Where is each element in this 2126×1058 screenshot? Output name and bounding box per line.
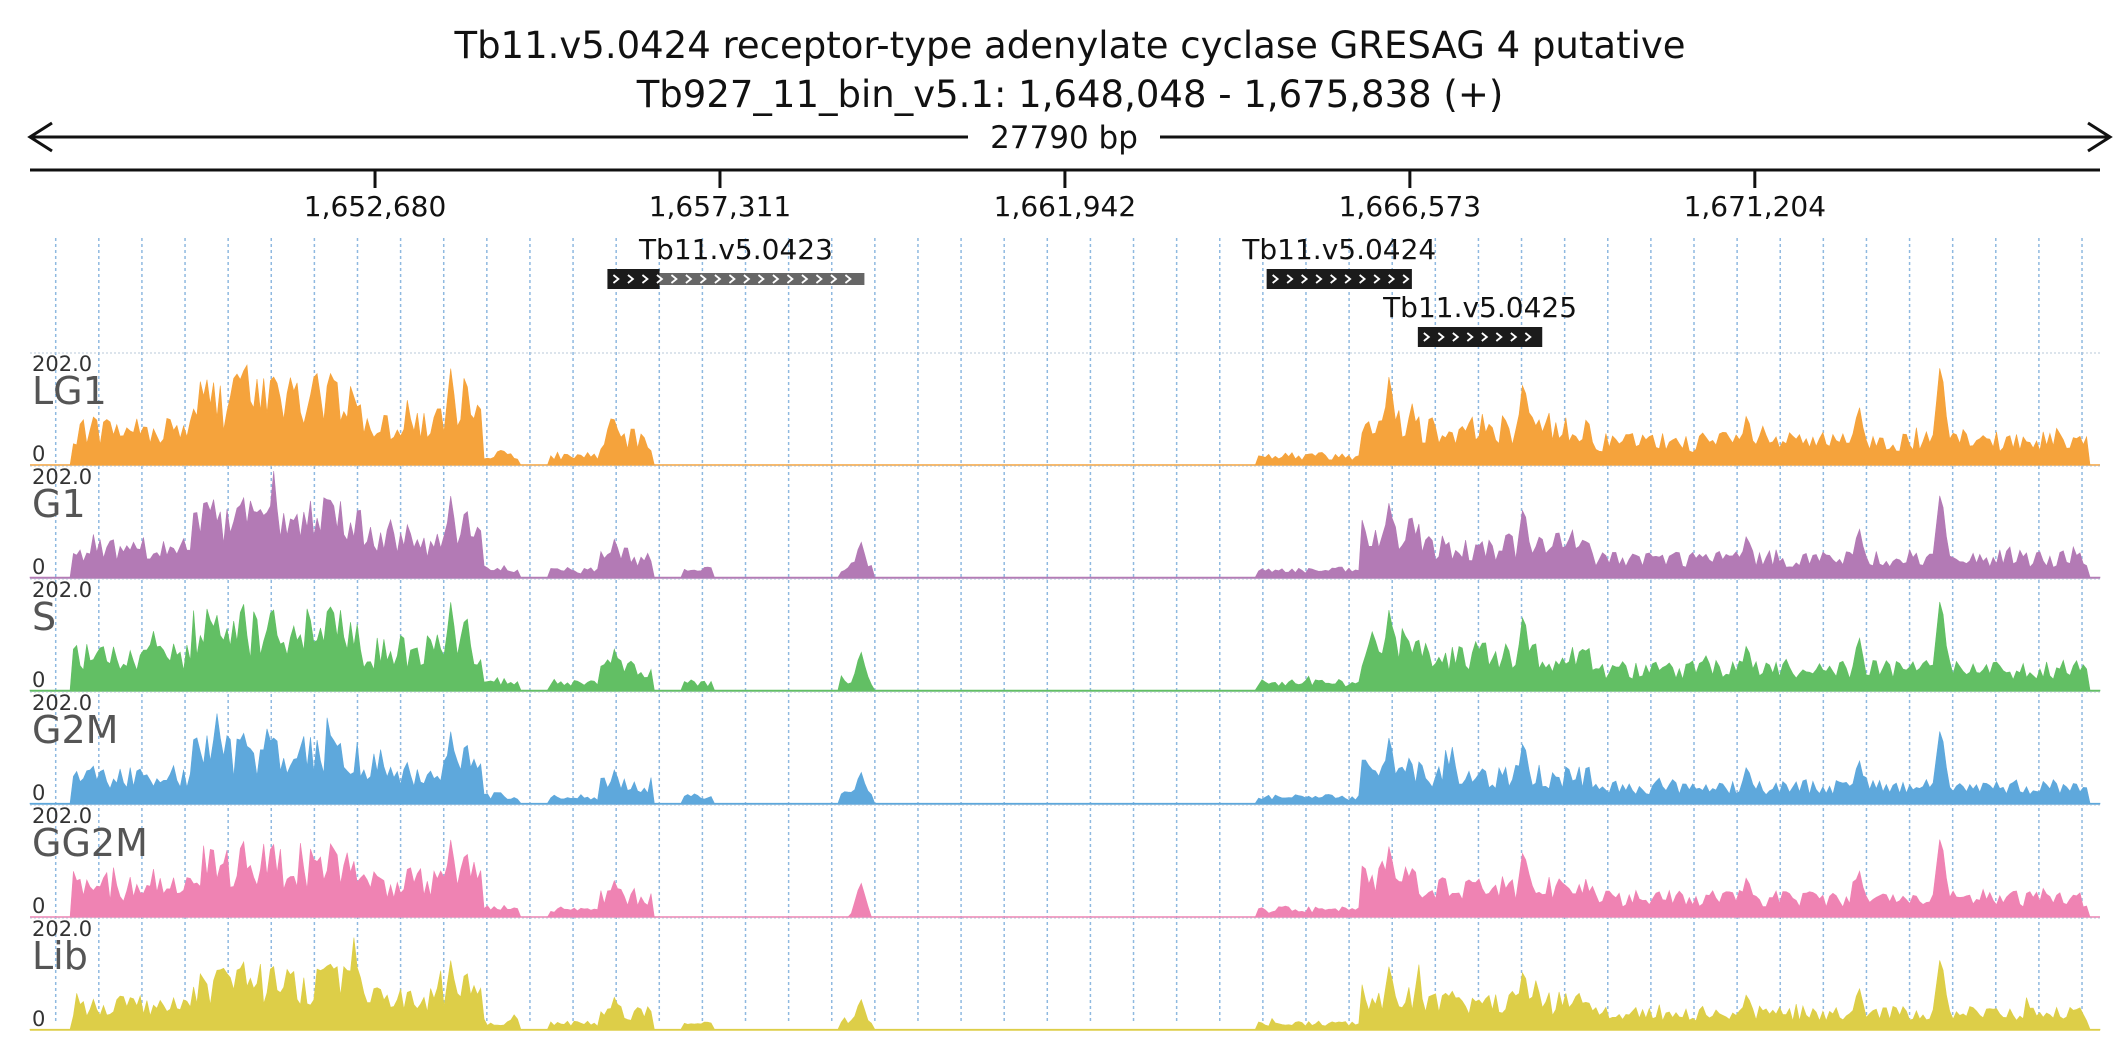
strand-arrow-icon: [1510, 332, 1518, 342]
track-name: G1: [32, 482, 86, 526]
gene-feature[interactable]: Tb11.v5.0425: [1382, 291, 1577, 347]
track-max-label: 202.0: [32, 691, 92, 715]
strand-arrow-icon: [612, 274, 620, 284]
coverage-tracks: LG1202.00G1202.00S202.00G2M202.00GG2M202…: [29, 352, 2101, 1031]
coverage-area: [29, 937, 2101, 1031]
span-indicator: 27790 bp: [27, 120, 2113, 156]
track-max-label: 202.0: [32, 804, 92, 828]
track-min-label: 0: [32, 781, 45, 805]
axis-tick-label: 1,671,204: [1684, 190, 1827, 223]
strand-arrow-icon: [1466, 332, 1474, 342]
strand-arrow-icon: [1495, 332, 1503, 342]
track-min-label: 0: [32, 442, 45, 466]
strand-arrow-icon: [844, 274, 852, 284]
strand-arrow-icon: [1330, 274, 1338, 284]
track-min-label: 0: [32, 894, 45, 918]
strand-arrow-icon: [714, 274, 722, 284]
axis-tick-label: 1,666,573: [1339, 190, 1482, 223]
track-name: LG1: [32, 369, 107, 413]
gene-cds: [1266, 269, 1412, 289]
gene-label: Tb11.v5.0425: [1382, 291, 1577, 324]
strand-arrow-icon: [1437, 332, 1445, 342]
chart-title: Tb11.v5.0424 receptor-type adenylate cyc…: [453, 24, 1685, 67]
track-min-label: 0: [32, 668, 45, 692]
track-name: S: [32, 595, 56, 639]
coverage-area: [30, 839, 2100, 918]
strand-arrow-icon: [641, 274, 649, 284]
strand-arrow-icon: [1315, 274, 1323, 284]
gene-feature[interactable]: Tb11.v5.0423: [607, 233, 865, 289]
gene-cds: [1417, 327, 1543, 347]
strand-arrow-icon: [1524, 332, 1532, 342]
strand-arrow-icon: [1286, 274, 1294, 284]
axis-tick-label: 1,657,311: [649, 190, 792, 223]
strand-arrow-icon: [1272, 274, 1280, 284]
strand-arrow-icon: [1452, 332, 1460, 342]
strand-arrow-icon: [627, 274, 635, 284]
coverage-area: [29, 470, 2101, 579]
track-min-label: 0: [32, 1007, 45, 1031]
strand-arrow-icon: [1423, 332, 1431, 342]
strand-arrow-icon: [670, 274, 678, 284]
track-min-label: 0: [32, 555, 45, 579]
strand-arrow-icon: [815, 274, 823, 284]
track-max-label: 202.0: [32, 352, 92, 376]
span-arrow-right-icon: [2087, 121, 2113, 153]
strand-arrow-icon: [1402, 274, 1410, 284]
strand-arrow-icon: [1359, 274, 1367, 284]
track-max-label: 202.0: [32, 917, 92, 941]
gene-label: Tb11.v5.0423: [638, 233, 833, 266]
gene-annotation-track: Tb11.v5.0423 Tb11.v5.0424 Tb11.v5.0425: [607, 233, 1577, 347]
track-name: GG2M: [32, 821, 148, 865]
chart-subtitle: Tb927_11_bin_v5.1: 1,648,048 - 1,675,838…: [636, 73, 1504, 116]
axis-tick-label: 1,652,680: [304, 190, 447, 223]
strand-arrow-icon: [786, 274, 794, 284]
strand-arrow-icon: [801, 274, 809, 284]
strand-arrow-icon: [685, 274, 693, 284]
track-name: G2M: [32, 708, 118, 752]
coverage-area: [30, 364, 2100, 466]
gene-label: Tb11.v5.0424: [1241, 233, 1436, 266]
strand-arrow-icon: [699, 274, 707, 284]
strand-arrow-icon: [1481, 332, 1489, 342]
strand-arrow-icon: [772, 274, 780, 284]
axis-tick-label: 1,661,942: [994, 190, 1137, 223]
coverage-area: [29, 601, 2101, 692]
strand-arrow-icon: [1388, 274, 1396, 284]
coverage-area: [29, 713, 2101, 805]
strand-arrow-icon: [1344, 274, 1352, 284]
strand-arrow-icon: [656, 274, 664, 284]
axis-ticks: 1,652,680 1,657,311 1,661,942 1,666,573 1,67…: [304, 170, 1826, 223]
coordinate-axis: 1,652,680 1,657,311 1,661,942 1,666,573 1,67…: [30, 168, 2100, 223]
span-arrow-left-icon: [27, 121, 53, 153]
span-label: 27790 bp: [990, 120, 1138, 156]
track-max-label: 202.0: [32, 578, 92, 602]
strand-arrow-icon: [757, 274, 765, 284]
strand-arrow-icon: [728, 274, 736, 284]
gene-feature[interactable]: Tb11.v5.0424: [1241, 233, 1436, 289]
strand-arrow-icon: [830, 274, 838, 284]
strand-arrow-icon: [1373, 274, 1381, 284]
strand-arrow-icon: [743, 274, 751, 284]
strand-arrow-icon: [1301, 274, 1309, 284]
track-max-label: 202.0: [32, 465, 92, 489]
track-name: Lib: [32, 934, 88, 978]
